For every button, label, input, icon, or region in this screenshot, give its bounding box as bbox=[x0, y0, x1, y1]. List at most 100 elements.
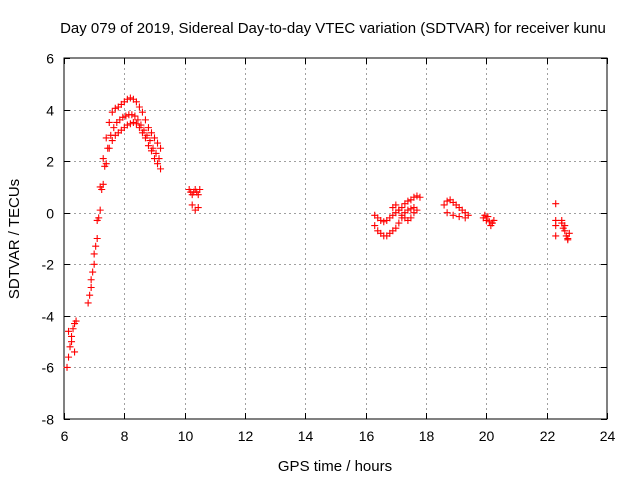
data-point bbox=[63, 363, 71, 371]
data-point bbox=[96, 206, 104, 214]
data-point bbox=[146, 137, 154, 145]
data-point bbox=[371, 222, 379, 230]
data-point bbox=[99, 180, 107, 188]
data-point bbox=[92, 242, 100, 250]
data-point bbox=[151, 134, 158, 142]
data-point bbox=[99, 155, 107, 163]
data-point bbox=[392, 224, 400, 232]
data-point bbox=[455, 213, 463, 221]
data-point bbox=[105, 118, 113, 126]
data-point bbox=[410, 193, 418, 201]
y-tick-label: 0 bbox=[46, 206, 54, 222]
data-point bbox=[194, 191, 202, 199]
data-point bbox=[564, 236, 572, 244]
data-point bbox=[122, 112, 130, 120]
data-point bbox=[126, 120, 134, 128]
data-point bbox=[157, 165, 165, 173]
data-point bbox=[416, 193, 424, 201]
data-point bbox=[144, 124, 152, 132]
data-point bbox=[65, 353, 73, 361]
data-point bbox=[72, 317, 80, 325]
data-point bbox=[108, 108, 116, 116]
data-point bbox=[98, 186, 106, 194]
y-axis-tick-labels: -8 -6 -4 -2 0 2 4 6 bbox=[42, 51, 55, 428]
data-point bbox=[395, 219, 403, 227]
data-point bbox=[413, 192, 421, 200]
data-point bbox=[380, 218, 388, 226]
data-point bbox=[461, 214, 469, 222]
data-point bbox=[194, 204, 202, 212]
x-tick-label: 14 bbox=[298, 428, 314, 444]
data-point bbox=[102, 134, 110, 142]
data-point bbox=[407, 214, 415, 222]
x-axis-tick-labels: 6 8 10 12 14 16 18 20 22 24 bbox=[61, 428, 616, 444]
x-tick-label: 12 bbox=[238, 428, 254, 444]
data-point bbox=[481, 211, 489, 219]
x-tick-label: 6 bbox=[61, 428, 69, 444]
data-point bbox=[135, 103, 143, 111]
y-tick-label: -8 bbox=[42, 412, 55, 428]
data-point bbox=[123, 121, 131, 129]
data-point bbox=[443, 209, 451, 217]
x-tick-label: 22 bbox=[540, 428, 556, 444]
data-point bbox=[135, 124, 143, 132]
data-point bbox=[404, 206, 412, 214]
data-point bbox=[119, 113, 127, 121]
data-point bbox=[131, 112, 139, 120]
x-tick-label: 8 bbox=[121, 428, 129, 444]
plot-frame bbox=[63, 57, 608, 420]
data-point bbox=[144, 142, 152, 150]
x-axis-label: GPS time / hours bbox=[278, 458, 392, 475]
data-point bbox=[93, 235, 101, 242]
series-arc-19h bbox=[440, 196, 472, 222]
data-point bbox=[90, 250, 98, 258]
data-point bbox=[128, 111, 136, 119]
data-point bbox=[126, 94, 134, 102]
data-point bbox=[147, 129, 155, 137]
chart-title: Day 079 of 2019, Sidereal Day-to-day VTE… bbox=[60, 20, 606, 37]
data-point bbox=[490, 216, 498, 224]
data-point bbox=[138, 129, 146, 137]
data-point bbox=[552, 200, 560, 208]
data-point bbox=[71, 348, 79, 356]
data-points bbox=[63, 94, 573, 371]
data-point bbox=[87, 283, 95, 291]
data-point bbox=[565, 229, 573, 237]
data-point bbox=[110, 124, 118, 132]
data-point bbox=[111, 104, 119, 112]
data-point bbox=[132, 120, 140, 128]
y-axis-label: SDTVAR / TECUs bbox=[6, 179, 23, 299]
series-arc-17h-inner bbox=[389, 201, 418, 224]
data-point bbox=[552, 222, 560, 230]
data-point bbox=[485, 218, 493, 226]
data-point bbox=[134, 116, 142, 124]
data-point bbox=[154, 139, 162, 147]
data-point bbox=[440, 201, 448, 209]
data-point bbox=[129, 118, 137, 126]
data-point bbox=[95, 214, 103, 222]
data-point bbox=[377, 216, 385, 224]
data-point bbox=[151, 155, 158, 163]
data-point bbox=[482, 216, 490, 224]
x-tick-label: 18 bbox=[419, 428, 435, 444]
series-arc-20h bbox=[479, 211, 498, 230]
data-point bbox=[395, 206, 403, 214]
series-arc-early-low bbox=[63, 317, 80, 371]
data-point bbox=[108, 137, 116, 145]
data-point bbox=[84, 299, 92, 307]
y-tick-label: 2 bbox=[46, 154, 54, 170]
data-point bbox=[561, 222, 569, 230]
data-point bbox=[141, 134, 149, 142]
data-point bbox=[188, 201, 196, 209]
grid-lines bbox=[64, 58, 607, 419]
series-arc-16-18h-upper bbox=[371, 192, 424, 226]
data-point bbox=[86, 291, 94, 299]
data-point bbox=[558, 216, 566, 224]
data-point bbox=[138, 108, 146, 116]
series-arc-main-rise-lower bbox=[87, 118, 165, 291]
series-arc-22-23h bbox=[552, 200, 573, 244]
data-point bbox=[69, 325, 77, 333]
series-arc-10h bbox=[185, 186, 204, 214]
x-tick-label: 10 bbox=[178, 428, 194, 444]
